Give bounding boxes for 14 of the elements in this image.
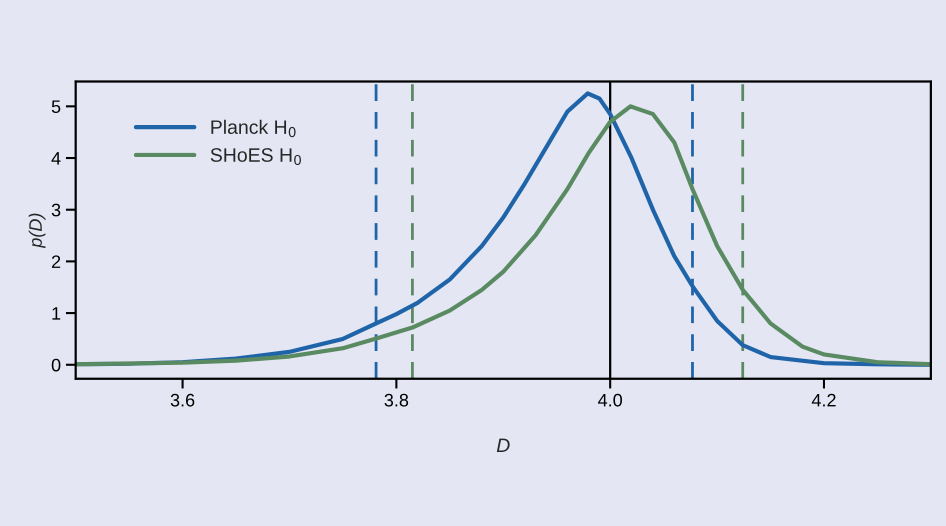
- y-tick-label: 4: [51, 152, 61, 165]
- x-tick-label: 4.0: [598, 394, 622, 407]
- x-tick-label: 3.6: [170, 394, 194, 407]
- legend-label: Planck H$_{0}$: [211, 120, 296, 138]
- y-tick-label: 5: [52, 100, 60, 114]
- x-axis-title: D: [496, 438, 510, 452]
- y-tick-label: 1: [52, 307, 60, 320]
- x-tick-label: 4.2: [812, 394, 836, 406]
- y-axis-title: p(D): [28, 214, 46, 248]
- y-tick-label: 3: [52, 204, 60, 216]
- y-tick-label: 2: [52, 255, 60, 268]
- y-tick-label: 0: [52, 358, 60, 372]
- legend-label: SHoES H$_{0}$: [210, 148, 301, 166]
- x-tick-label: 3.8: [384, 394, 408, 407]
